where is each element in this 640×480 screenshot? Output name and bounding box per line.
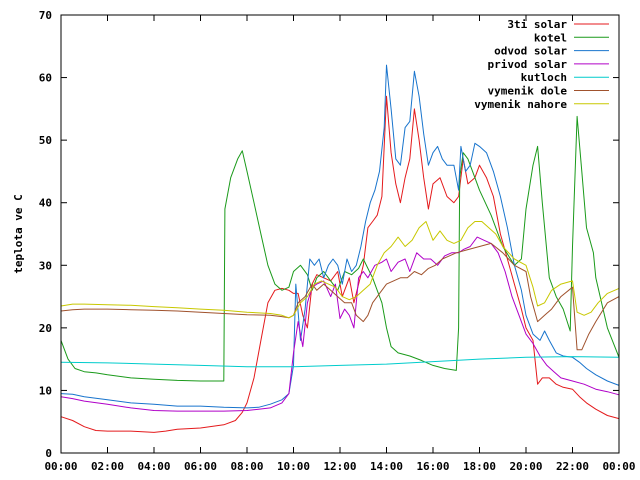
series-line-5 (60, 356, 620, 368)
series-line-7 (60, 221, 620, 319)
y-tick-label: 50 (39, 134, 52, 147)
legend-label: 3ti solar (507, 18, 567, 31)
x-tick-label: 10:00 (277, 460, 310, 473)
x-tick-label: 16:00 (416, 460, 449, 473)
legend-label: kutloch (521, 71, 567, 84)
x-tick-label: 04:00 (137, 460, 170, 473)
legend-label: vymenik nahore (474, 98, 567, 111)
y-tick-label: 60 (39, 72, 52, 85)
x-tick-label: 02:00 (91, 460, 124, 473)
x-tick-label: 12:00 (323, 460, 356, 473)
y-tick-label: 20 (39, 322, 52, 335)
y-axis-label: teplota ve C (12, 194, 25, 273)
x-tick-label: 06:00 (184, 460, 217, 473)
legend-label: odvod solar (494, 45, 567, 58)
y-tick-label: 70 (39, 9, 52, 22)
series-line-6 (60, 242, 620, 351)
y-tick-label: 10 (39, 384, 52, 397)
series-line-3 (60, 64, 620, 409)
x-tick-label: 08:00 (230, 460, 263, 473)
y-tick-label: 30 (39, 259, 52, 272)
x-tick-label: 20:00 (509, 460, 542, 473)
x-tick-label: 18:00 (463, 460, 496, 473)
x-tick-label: 22:00 (556, 460, 589, 473)
legend-label: privod solar (488, 58, 568, 71)
x-axis-tick-labels: 00:00 02:00 04:00 06:00 08:00 10:00 12:00 14:00… (44, 460, 635, 473)
axis-ticks (60, 14, 620, 454)
legend-label: vymenik dole (488, 85, 568, 98)
x-tick-label: 00:00 (44, 460, 77, 473)
x-tick-label: 00:00 (602, 460, 635, 473)
legend-label: kotel (534, 31, 567, 44)
series-line-2 (60, 115, 620, 382)
y-tick-label: 40 (39, 197, 52, 210)
x-tick-label: 14:00 (370, 460, 403, 473)
y-axis-tick-labels: 0 10 20 30 40 50 60 70 (39, 9, 52, 460)
y-tick-label: 0 (45, 447, 52, 460)
series-line-4 (60, 236, 620, 412)
series-layer (60, 64, 620, 433)
